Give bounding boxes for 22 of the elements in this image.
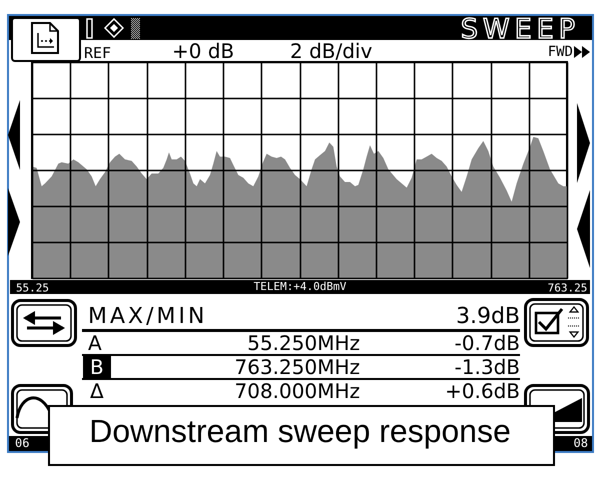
chart-title: SWEEP (460, 14, 580, 45)
text: 08 (574, 436, 588, 450)
text: +0.6dB (445, 379, 520, 403)
text: B (83, 355, 111, 379)
text: -1.3dB (454, 355, 520, 379)
text: +0 dB (172, 39, 234, 63)
x-tick-label: 55.25 (16, 282, 50, 294)
text: 708.000MHz (234, 379, 360, 403)
text: 763.250MHz (234, 355, 360, 379)
x-tick-label: 763.25 (548, 282, 588, 294)
text: 55.250MHz (247, 331, 360, 355)
text: MAX/MIN (88, 304, 208, 330)
text: 2 dB/div (290, 39, 372, 63)
text: A (88, 331, 102, 355)
text: TELEM:+4.0dBmV (254, 280, 346, 294)
text: 3.9dB (456, 304, 520, 330)
text: -0.7dB (454, 331, 520, 355)
text: Δ (90, 379, 104, 403)
text: FWD (548, 44, 573, 60)
text: Downstream sweep response (89, 413, 511, 450)
text: REF (84, 44, 112, 62)
text: 06 (15, 436, 30, 450)
